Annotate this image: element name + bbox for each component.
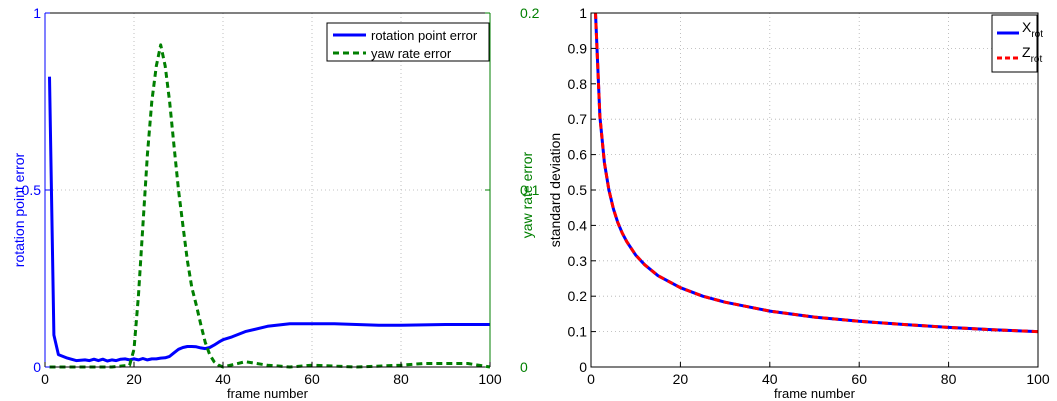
tick-label-x: 60 <box>304 371 320 387</box>
tick-label-y: 0.4 <box>568 217 588 233</box>
tick-label-x: 60 <box>851 371 867 387</box>
tick-label-x: 0 <box>41 371 49 387</box>
series-line-rotation-point-error <box>48 76 490 363</box>
tick-label-x: 80 <box>393 371 409 387</box>
tick-label-y: 0.3 <box>568 253 588 269</box>
axes-frame <box>590 12 1039 368</box>
series-line-z-rot <box>594 12 1039 334</box>
tick-label-x: 40 <box>215 371 231 387</box>
y-axis-label: standard deviation <box>547 133 563 247</box>
tick-label-y: 1 <box>579 5 587 21</box>
y-axis-label-left: rotation point error <box>11 152 27 267</box>
legend-box <box>326 22 490 62</box>
series-line-x-rot <box>594 12 1039 334</box>
tick-label-y: 0.2 <box>568 288 588 304</box>
y-axis-label-right: yaw rate error <box>519 151 535 238</box>
tick-label-x: 40 <box>762 371 778 387</box>
legend-label-main: X <box>1022 19 1032 35</box>
tick-label-y-right: 0 <box>520 359 528 375</box>
tick-label-y-right: 0.1 <box>520 182 540 198</box>
legend: rotation point error yaw rate error <box>326 22 490 62</box>
legend-label: yaw rate error <box>371 46 452 61</box>
legend-label: Xrot <box>1022 19 1043 40</box>
x-axis-label: frame number <box>227 386 309 401</box>
legend-label-subscript: rot <box>1031 29 1043 40</box>
tick-label-x: 100 <box>478 371 502 387</box>
tick-label-y: 0 <box>579 359 587 375</box>
tick-label-x: 0 <box>587 371 595 387</box>
legend-box <box>991 14 1038 73</box>
legend-label-subscript: rot <box>1031 54 1043 65</box>
tick-label-y: 0.6 <box>568 147 588 163</box>
tick-label-x: 20 <box>126 371 142 387</box>
tick-label-y-left: 1 <box>33 5 41 21</box>
tick-label-y-left: 0.5 <box>22 182 42 198</box>
tick-label-x: 100 <box>1026 371 1050 387</box>
tick-label-x: 80 <box>941 371 957 387</box>
legend-label-main: Z <box>1022 44 1031 60</box>
tick-label-y: 0.8 <box>568 76 588 92</box>
chart-1: 0 20 40 60 80 100 0 0.5 1 0 0.1 0.2 frame number rota… <box>11 5 540 401</box>
legend-label: rotation point error <box>371 28 478 43</box>
tick-label-y-left: 0 <box>33 359 41 375</box>
legend-label: Zrot <box>1022 44 1042 65</box>
series-line-yaw-rate-error <box>49 43 491 369</box>
tick-label-y-right: 0.2 <box>520 5 540 21</box>
tick-label-y: 0.5 <box>568 182 588 198</box>
tick-label-y: 0.1 <box>568 324 588 340</box>
chart-2: 0 20 40 60 80 100 0 0.1 0.2 0.3 0.4 0.5 0.6 0.7 0.8 0.9… <box>547 5 1050 401</box>
x-axis-label: frame number <box>774 386 856 401</box>
tick-label-y: 0.9 <box>568 40 588 56</box>
tick-label-x: 20 <box>673 371 689 387</box>
tick-label-y: 0.7 <box>568 111 588 127</box>
